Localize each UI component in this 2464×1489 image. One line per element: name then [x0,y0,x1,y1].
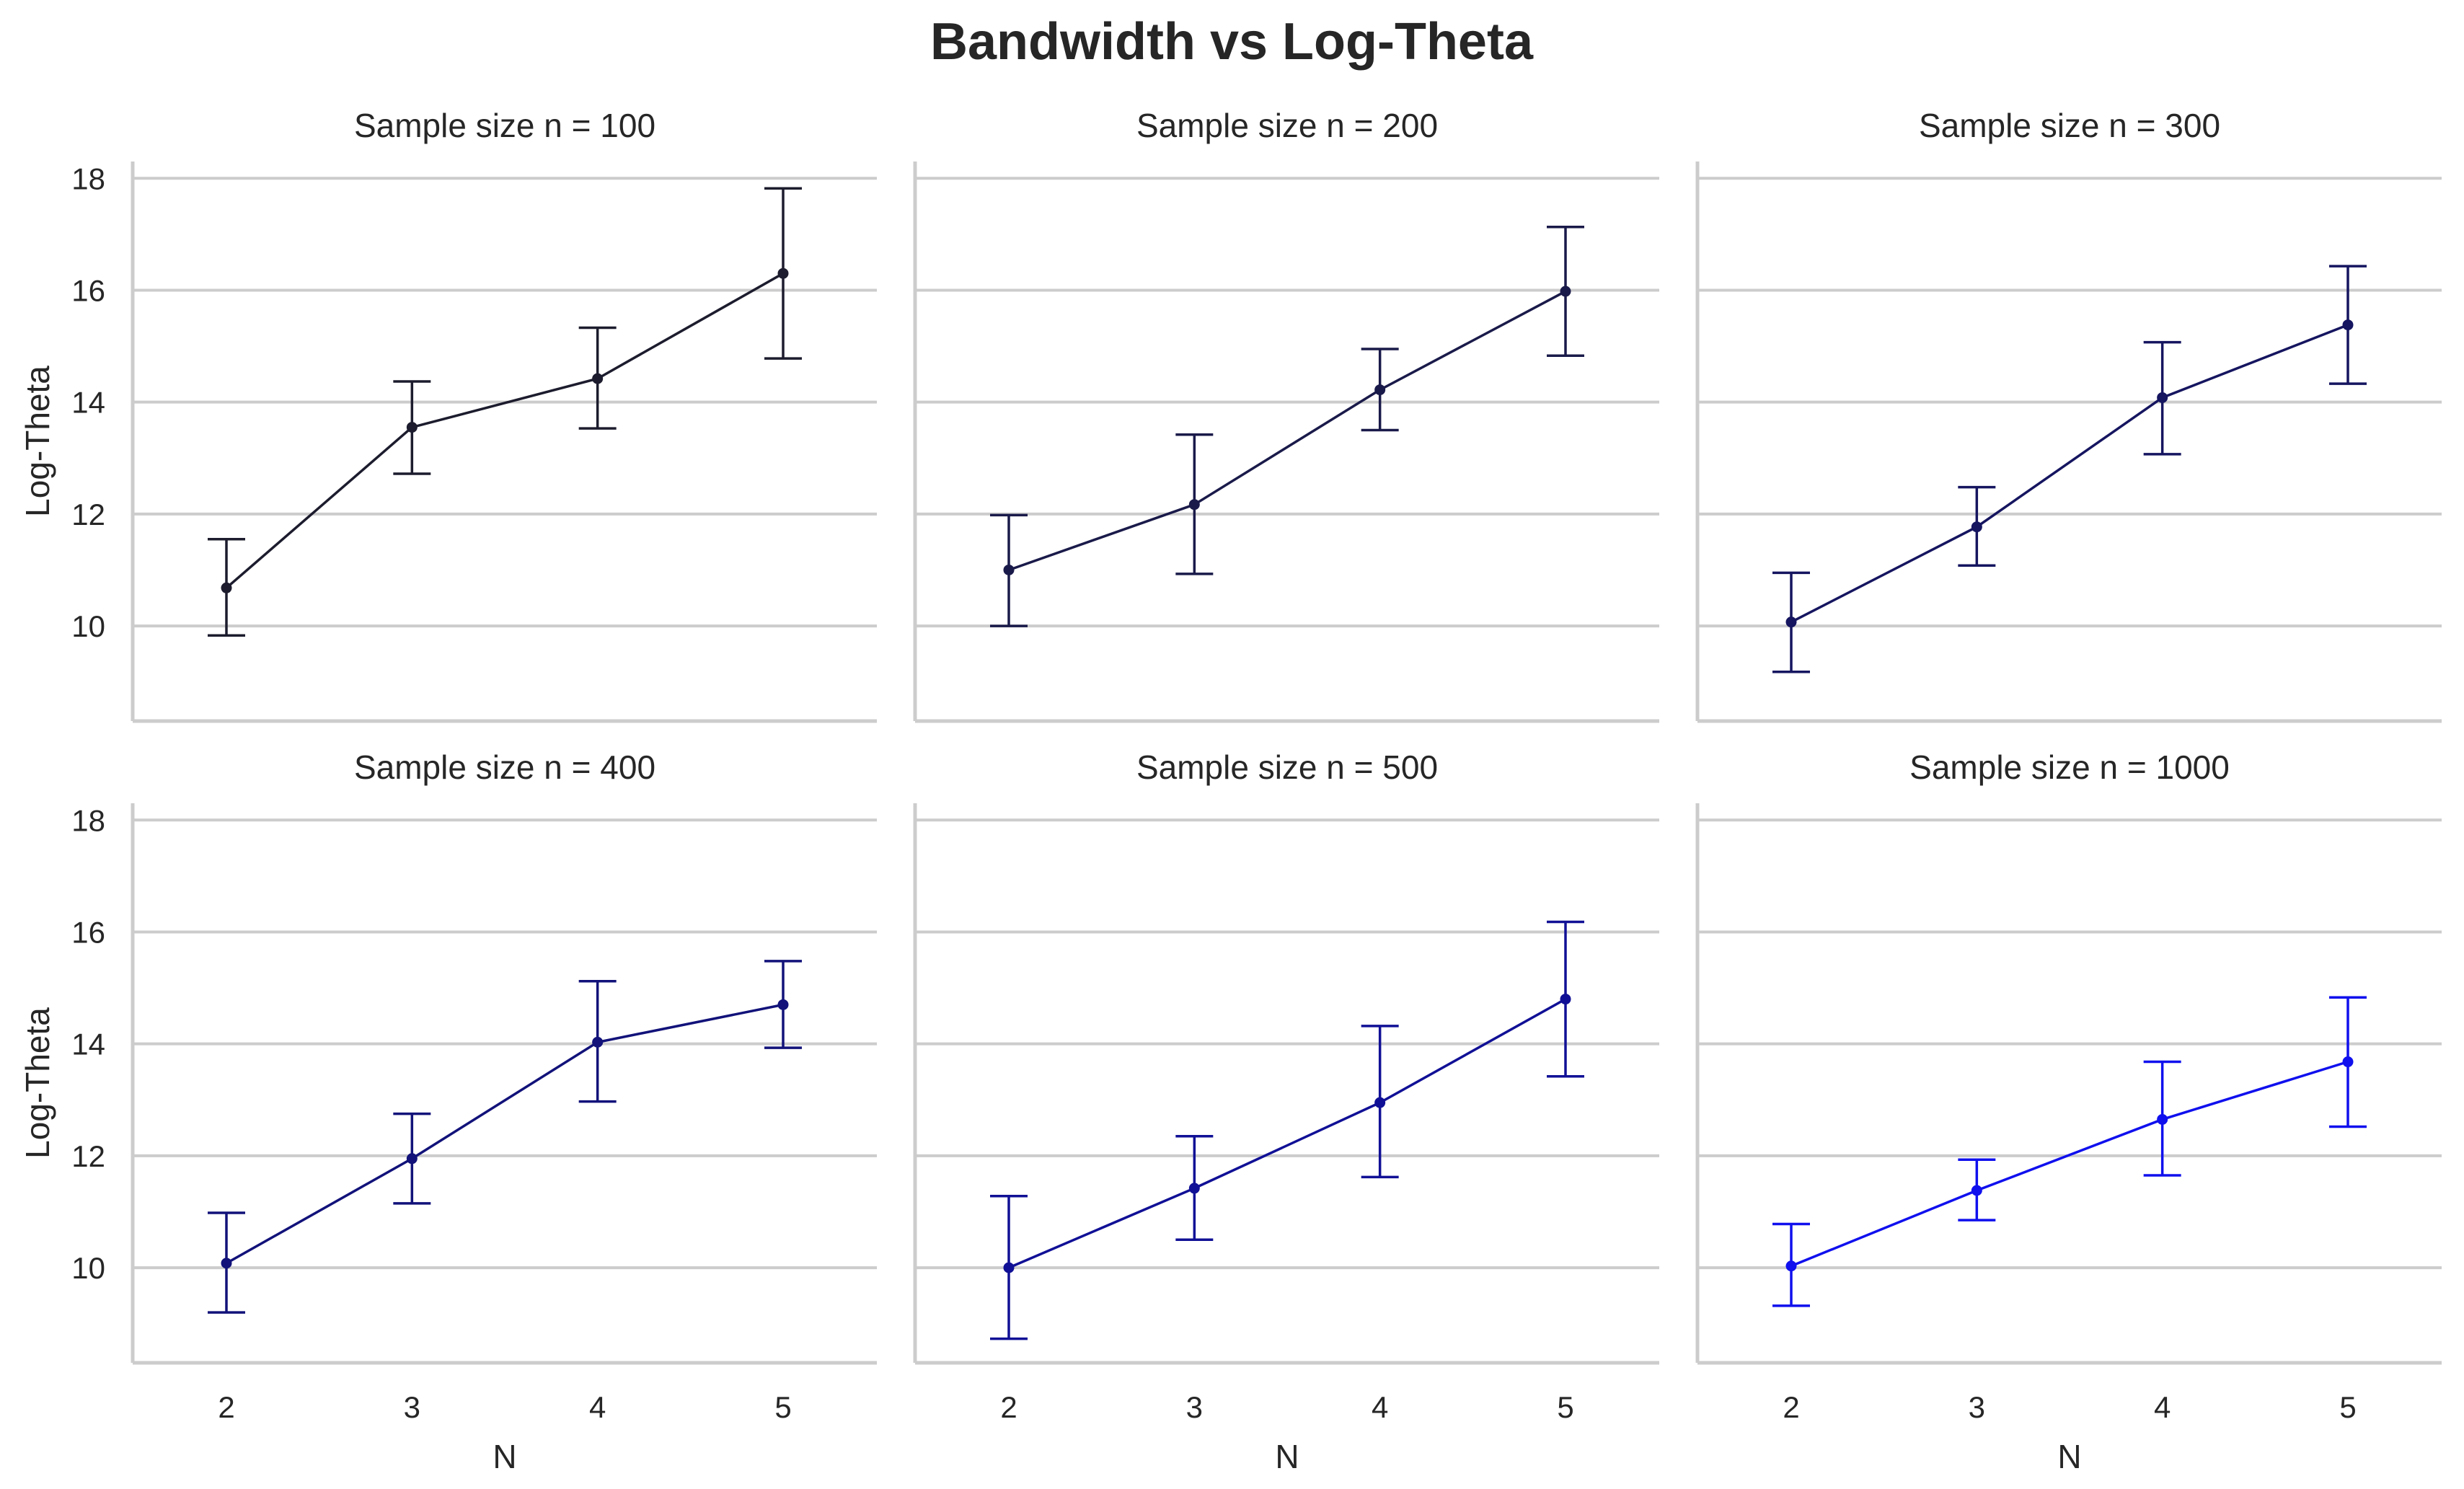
x-axis-label: N [1275,1438,1299,1475]
series-line [1790,323,2349,624]
data-point [2157,392,2168,403]
data-point [1785,617,1797,628]
data-point [406,1153,418,1165]
series-line [1790,1060,2349,1268]
data-point [406,422,418,433]
panel-title: Sample size n = 1000 [1909,748,2230,786]
data-point [1003,1262,1015,1273]
y-tick-label: 18 [71,162,105,195]
y-tick-label: 14 [71,386,105,420]
data-point [1785,1260,1797,1272]
x-tick-label: 2 [1000,1390,1017,1424]
series-line [1008,290,1566,572]
data-point [221,582,232,593]
y-tick-label: 12 [71,498,105,531]
x-axis-label: N [2057,1438,2081,1475]
y-axis-label: Log-Theta [19,366,56,517]
y-tick-label: 12 [71,1139,105,1173]
panel-5: Sample size n = 500 2 3 4 5 N [913,748,1659,1475]
data-point [777,268,789,279]
y-tick-label: 16 [71,273,105,307]
data-point [1374,1097,1386,1108]
panel-6: Sample size n = 1000 2 3 4 5 N [1695,748,2442,1475]
y-tick-label: 18 [71,803,105,837]
panel-1: Sample size n = 100 10 12 14 16 18 Log-Theta [19,107,877,723]
y-tick-label: 10 [71,1251,105,1285]
x-tick-label: 4 [1372,1390,1388,1424]
panel-4: Sample size n = 400 10 12 14 16 18 Log-Theta 2 3… [19,748,877,1475]
panel-title: Sample size n = 200 [1136,107,1438,144]
chart-title: Bandwidth vs Log-Theta [930,13,1534,71]
x-tick-label: 2 [1783,1390,1799,1424]
series-line [225,272,784,589]
data-point [777,999,789,1010]
x-axis-label: N [493,1438,516,1475]
x-tick-label: 3 [404,1390,420,1424]
data-point [1003,564,1015,575]
y-tick-label: 16 [71,915,105,949]
data-point [592,1036,604,1048]
data-point [2157,1113,2168,1125]
panel-3: Sample size n = 300 [1695,107,2442,723]
y-tick-label: 10 [71,609,105,643]
data-point [1560,286,1571,297]
series-line [1008,998,1566,1269]
panel-title: Sample size n = 300 [1919,107,2220,144]
data-point [592,373,604,384]
data-point [1374,384,1386,396]
y-axis-label: Log-Theta [19,1007,56,1159]
panels: Sample size n = 1001012141618Log-ThetaSa… [19,107,2442,1475]
data-point [1560,994,1571,1005]
data-point [1971,1185,1982,1196]
x-tick-label: 4 [2154,1390,2171,1424]
data-point [2342,319,2354,331]
y-tick-label: 14 [71,1028,105,1061]
x-tick-label: 5 [774,1390,791,1424]
data-point [1971,521,1982,533]
panel-2: Sample size n = 200 [913,107,1659,723]
x-tick-label: 5 [2339,1390,2356,1424]
data-point [1188,1183,1200,1194]
data-point [1188,499,1200,511]
panel-title: Sample size n = 400 [354,748,655,786]
x-tick-label: 4 [589,1390,606,1424]
data-point [221,1258,232,1269]
series-line [226,1003,784,1265]
x-tick-label: 5 [1557,1390,1573,1424]
panel-title: Sample size n = 100 [354,107,655,144]
x-tick-label: 3 [1969,1390,1985,1424]
panel-title: Sample size n = 500 [1136,748,1438,786]
data-point [2342,1056,2354,1068]
x-tick-label: 2 [218,1390,234,1424]
x-tick-label: 3 [1186,1390,1203,1424]
